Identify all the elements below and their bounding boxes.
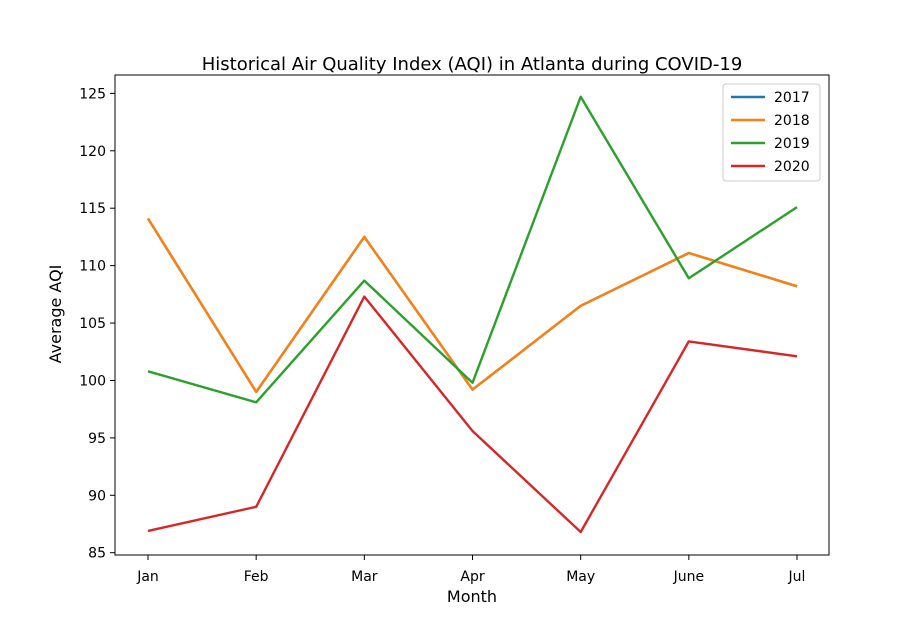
- y-tick-label: 90: [88, 488, 106, 504]
- legend-label: 2017: [774, 90, 810, 106]
- y-tick-label: 85: [88, 546, 106, 562]
- y-tick-label: 110: [79, 259, 106, 275]
- x-tick-label: May: [566, 569, 595, 585]
- x-tick-label: Jul: [788, 569, 806, 585]
- series-line-2017: [146, 217, 798, 394]
- x-tick-label: Feb: [244, 569, 269, 585]
- y-tick-label: 115: [79, 201, 106, 217]
- legend-label: 2019: [774, 136, 810, 152]
- series-line-2018: [146, 217, 798, 394]
- x-tick-label: June: [673, 569, 705, 585]
- legend-box: [722, 83, 821, 182]
- y-tick-label: 120: [79, 144, 106, 160]
- chart-title: Historical Air Quality Index (AQI) in At…: [202, 54, 743, 75]
- plot-frame: [114, 74, 830, 556]
- y-tick-label: 125: [79, 86, 106, 102]
- y-axis-label: Average AQI: [46, 265, 65, 364]
- legend-label: 2018: [774, 113, 810, 129]
- plot-area: 85 90 95 100 105 110 115 120 125 Jan Feb Mar Apr May J…: [79, 74, 830, 585]
- series-line-2020: [147, 295, 798, 534]
- x-tick-label: Mar: [351, 569, 378, 585]
- legend-label: 2020: [774, 159, 810, 175]
- series-line-2019: [147, 95, 798, 404]
- x-tick-label: Apr: [460, 569, 484, 585]
- y-tick-label: 95: [88, 431, 106, 447]
- y-tick-label: 105: [79, 316, 106, 332]
- x-tick-label: Jan: [136, 569, 159, 585]
- y-tick-label: 100: [79, 373, 106, 389]
- x-axis-label: Month: [447, 587, 497, 606]
- legend: 2017 2018 2019 2020: [722, 83, 821, 182]
